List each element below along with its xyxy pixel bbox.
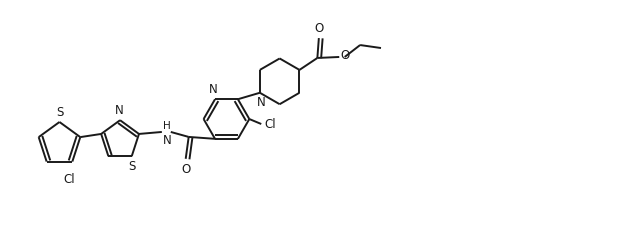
Text: Cl: Cl	[63, 173, 75, 186]
Text: O: O	[181, 163, 190, 176]
Text: Cl: Cl	[264, 119, 276, 131]
Text: S: S	[56, 106, 63, 119]
Text: S: S	[128, 160, 136, 173]
Text: N: N	[115, 104, 124, 117]
Text: N: N	[162, 135, 171, 147]
Text: H: H	[163, 121, 171, 131]
Text: N: N	[209, 83, 218, 96]
Text: O: O	[314, 22, 323, 35]
Text: N: N	[257, 96, 265, 109]
Text: O: O	[340, 49, 350, 62]
